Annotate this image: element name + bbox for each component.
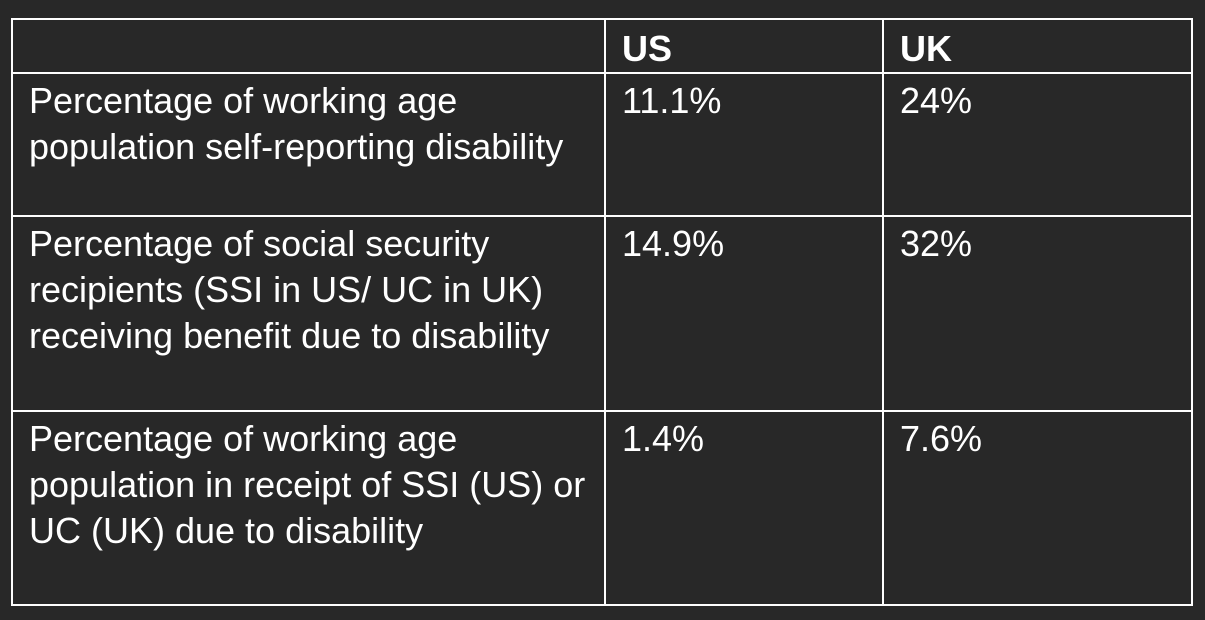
header-uk: UK: [882, 18, 1193, 74]
uk-value: 7.6%: [882, 410, 1193, 606]
table-row: Percentage of working age population sel…: [11, 72, 1193, 217]
comparison-table: US UK Percentage of working age populati…: [11, 18, 1193, 606]
table-row: Percentage of working age population in …: [11, 410, 1193, 606]
table-row: Percentage of social security recipients…: [11, 215, 1193, 412]
comparison-table-container: US UK Percentage of working age populati…: [11, 18, 1193, 606]
table-header-row: US UK: [11, 18, 1193, 74]
header-empty-cell: [11, 18, 606, 74]
header-us: US: [604, 18, 884, 74]
row-label: Percentage of social security recipients…: [11, 215, 606, 412]
us-value: 1.4%: [604, 410, 884, 606]
uk-value: 24%: [882, 72, 1193, 217]
row-label: Percentage of working age population sel…: [11, 72, 606, 217]
row-label: Percentage of working age population in …: [11, 410, 606, 606]
uk-value: 32%: [882, 215, 1193, 412]
us-value: 14.9%: [604, 215, 884, 412]
us-value: 11.1%: [604, 72, 884, 217]
